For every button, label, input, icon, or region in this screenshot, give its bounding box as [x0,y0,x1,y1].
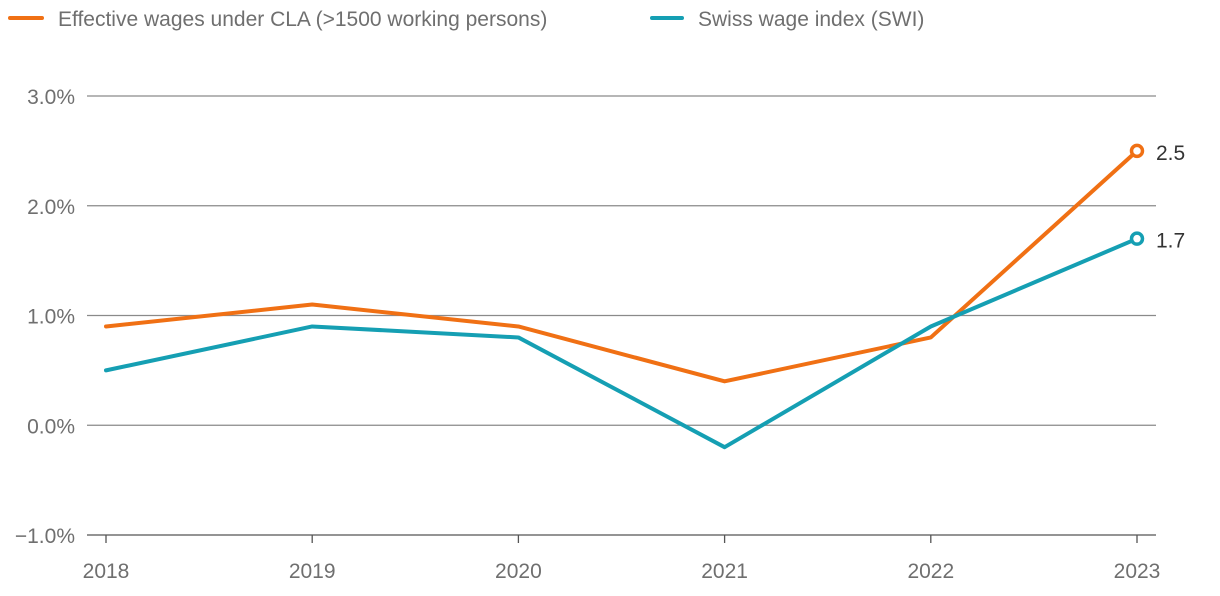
y-tick-label: 3.0% [27,86,75,109]
y-tick-label: 1.0% [27,306,75,329]
series-line-1 [104,236,1139,450]
x-tick-label: 2020 [495,560,542,583]
legend-label-swi: Swiss wage index (SWI) [698,8,924,31]
legend: Effective wages under CLA (>1500 working… [8,8,924,31]
gridlines [87,95,1156,536]
end-marker-0 [1129,143,1145,159]
x-tick-label: 2019 [289,560,336,583]
legend-label-cla: Effective wages under CLA (>1500 working… [58,8,547,31]
end-marker-1 [1129,231,1145,246]
x-axis-ticks: 2018 2019 2020 2021 2022 2023 [83,535,1161,583]
y-tick-label: −1.0% [15,525,75,548]
y-axis-ticks: −1.0% 0.0% 1.0% 2.0% 3.0% [15,86,75,548]
series-line-0 [104,148,1139,384]
end-value-label: 1.7 [1156,230,1185,253]
x-tick-label: 2023 [1114,560,1161,583]
series-lines [104,143,1145,450]
end-labels: 2.5 1.7 [1156,142,1185,253]
x-tick-label: 2021 [701,560,748,583]
y-tick-label: 2.0% [27,196,75,219]
y-tick-label: 0.0% [27,415,75,438]
x-tick-label: 2022 [907,560,954,583]
end-value-label: 2.5 [1156,142,1185,165]
x-tick-label: 2018 [83,560,130,583]
